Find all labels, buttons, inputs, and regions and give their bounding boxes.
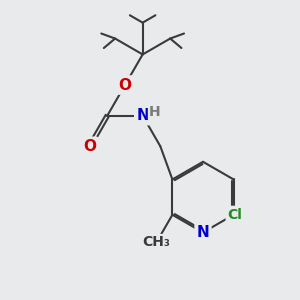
- Text: Cl: Cl: [228, 208, 242, 222]
- Text: CH₃: CH₃: [142, 235, 170, 249]
- Text: N: N: [196, 225, 209, 240]
- Text: N: N: [136, 108, 149, 123]
- Text: O: O: [118, 77, 131, 92]
- Text: O: O: [83, 139, 96, 154]
- Text: H: H: [149, 105, 161, 119]
